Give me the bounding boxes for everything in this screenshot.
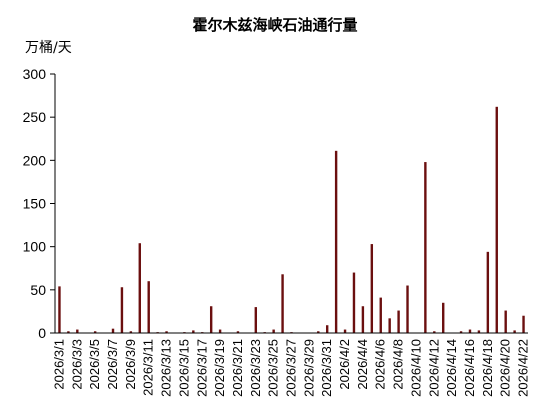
bar bbox=[370, 244, 374, 333]
bar bbox=[281, 274, 284, 333]
bar bbox=[352, 272, 356, 333]
bar bbox=[468, 329, 472, 333]
x-tick-label: 2026/3/5 bbox=[87, 339, 102, 390]
bar bbox=[129, 331, 133, 333]
bar bbox=[406, 285, 409, 333]
x-tick-label: 2026/3/17 bbox=[194, 339, 209, 397]
bar bbox=[334, 150, 338, 333]
x-tick-label: 2026/3/23 bbox=[248, 339, 263, 397]
bar bbox=[361, 306, 365, 333]
x-tick-label: 2026/3/31 bbox=[319, 339, 334, 397]
x-tick-label: 2026/3/19 bbox=[212, 339, 227, 397]
bar bbox=[209, 306, 213, 333]
x-tick-label: 2026/4/4 bbox=[355, 339, 370, 390]
x-tick-label: 2026/3/15 bbox=[176, 339, 191, 397]
y-tick-label: 100 bbox=[23, 239, 47, 255]
bar bbox=[120, 287, 124, 333]
y-axis-unit-label: 万桶/天 bbox=[25, 40, 72, 56]
x-tick-label: 2026/3/7 bbox=[105, 339, 120, 390]
bar bbox=[272, 329, 275, 333]
x-tick-label: 2026/4/16 bbox=[462, 339, 477, 397]
x-tick-label: 2026/4/18 bbox=[480, 339, 495, 397]
bar bbox=[67, 331, 70, 333]
x-tick-label: 2026/3/21 bbox=[230, 339, 245, 397]
x-tick-label: 2026/3/13 bbox=[159, 339, 174, 397]
y-tick-label: 300 bbox=[23, 66, 47, 82]
x-tick-label: 2026/4/12 bbox=[426, 339, 441, 397]
bar bbox=[477, 330, 481, 333]
bar bbox=[317, 331, 320, 333]
bar bbox=[325, 325, 329, 333]
bar bbox=[442, 302, 445, 333]
bar bbox=[165, 331, 168, 333]
x-tick-label: 2026/3/25 bbox=[266, 339, 281, 397]
bar bbox=[513, 330, 516, 333]
y-tick-label: 150 bbox=[23, 196, 47, 212]
y-tick-label: 50 bbox=[30, 282, 46, 298]
x-tick-label: 2026/4/2 bbox=[337, 339, 352, 390]
bar bbox=[522, 315, 525, 333]
x-tick-label: 2026/3/3 bbox=[69, 339, 84, 390]
x-tick-label: 2026/4/14 bbox=[444, 339, 459, 397]
chart-title: 霍尔木兹海峡石油通行量 bbox=[192, 16, 357, 34]
bar bbox=[397, 310, 400, 333]
x-tick-label: 2026/3/29 bbox=[301, 339, 316, 397]
x-tick-label: 2026/3/27 bbox=[284, 339, 299, 397]
x-tick-label: 2026/3/1 bbox=[51, 339, 66, 390]
x-tick-label: 2026/3/11 bbox=[141, 339, 156, 396]
bar bbox=[236, 331, 240, 333]
y-axis: 0 50 100 150 200 250 300 bbox=[23, 66, 56, 341]
bar bbox=[459, 331, 463, 333]
x-tick-label: 2026/3/9 bbox=[123, 339, 138, 390]
x-tick-label: 2026/4/8 bbox=[391, 339, 406, 390]
bar bbox=[254, 307, 258, 333]
bar bbox=[76, 329, 79, 333]
y-tick-label: 200 bbox=[23, 152, 47, 168]
bar bbox=[93, 331, 97, 333]
bar bbox=[138, 243, 141, 333]
bar bbox=[424, 162, 427, 333]
x-tick-label: 2026/4/22 bbox=[516, 339, 531, 397]
x-tick-label: 2026/4/10 bbox=[408, 339, 423, 397]
y-tick-label: 250 bbox=[23, 109, 47, 125]
bars bbox=[58, 106, 525, 333]
bar bbox=[486, 251, 490, 333]
x-tick-label: 2026/4/20 bbox=[498, 339, 513, 397]
bar bbox=[504, 310, 507, 333]
bar bbox=[433, 331, 436, 333]
x-tick-label: 2026/4/6 bbox=[373, 339, 388, 390]
bar bbox=[379, 297, 382, 333]
x-axis: 2026/3/1 2026/3/3 2026/3/5 2026/3/7 2026/3/9… bbox=[51, 332, 531, 397]
bar bbox=[495, 106, 498, 333]
bar bbox=[111, 328, 115, 333]
bar bbox=[388, 318, 391, 333]
bar bbox=[192, 330, 195, 333]
y-tick-label: 0 bbox=[38, 325, 46, 341]
bar bbox=[218, 329, 222, 333]
bar bbox=[147, 281, 150, 333]
bar bbox=[343, 329, 347, 333]
bar bbox=[58, 286, 61, 333]
